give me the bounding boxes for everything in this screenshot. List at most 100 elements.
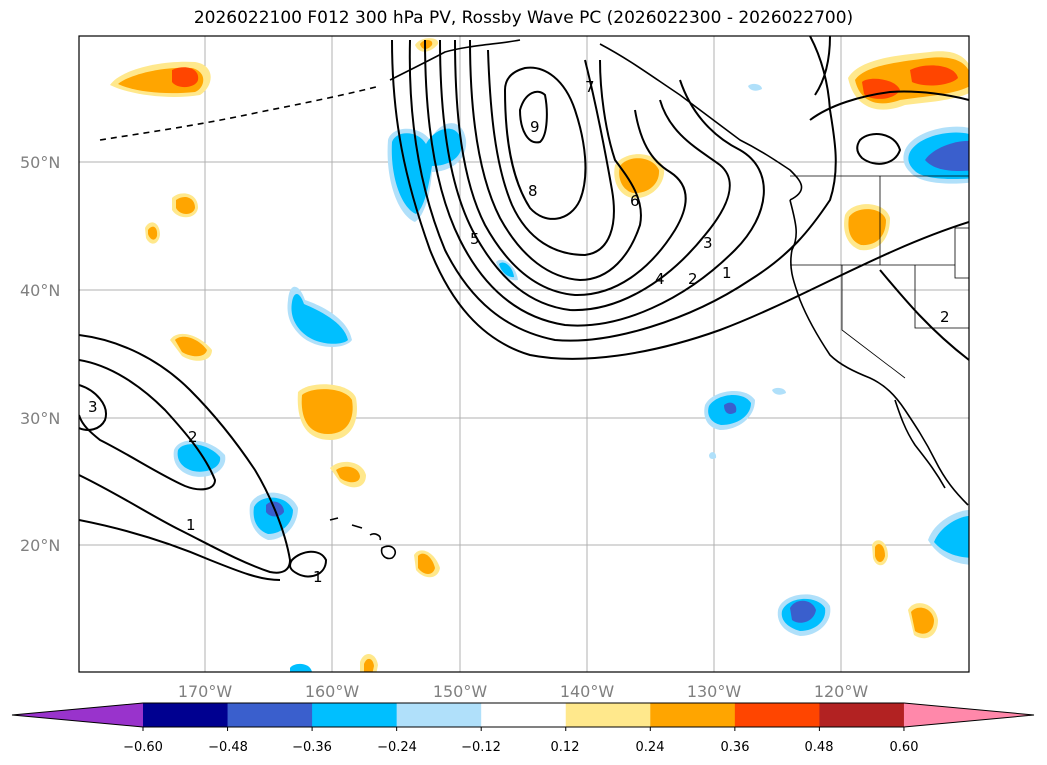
alaska-coast [389,39,521,81]
contour-southwest-3 [79,359,217,491]
blob-positive [330,461,366,488]
blob-positive [844,204,890,251]
state-border [914,265,969,329]
negative-anomalies [173,83,969,672]
contour-label: 2 [688,270,698,288]
contour-label: 1 [186,516,196,534]
contour-7 [487,49,615,257]
colorbar [11,702,1035,731]
colorbar-segment [143,703,229,727]
blob-negative [772,387,786,395]
blob-negative [777,594,831,636]
contour-label: 6 [630,192,640,210]
contour-9 [518,90,548,144]
map-frame [78,35,970,673]
colorbar-segment [227,703,313,727]
contour-label: 3 [88,398,98,416]
baja-gulf [894,399,946,489]
colorbar-tick-label: −0.60 [123,740,163,755]
blob-negative [496,259,518,281]
contour-label: 4 [655,270,665,288]
contour-label: 1 [722,264,732,282]
blob-positive [872,540,888,566]
colorbar-segment [312,703,398,727]
blob-negative [287,286,352,347]
colorbar-ticks: −0.60 −0.48 −0.36 −0.24 −0.12 0.12 0.24 … [123,740,918,755]
contour-labels: 9 8 7 6 5 4 3 2 1 3 2 1 1 2 [88,78,950,586]
colorbar-tick-label: 0.36 [721,740,750,755]
contour-2 [408,36,837,342]
latitude-labels: 50°N 40°N 30°N 20°N [20,153,60,555]
colorbar-extend-low [12,703,143,727]
pv-contours [79,36,969,581]
colorbar-tick-label: −0.48 [208,740,248,755]
blob-negative [709,452,717,459]
colorbar-segment [481,703,567,727]
colorbar-extend-high [903,703,1034,727]
contour-label: 7 [585,78,595,96]
contour-label: 1 [313,568,323,586]
longitude-labels: 170°W 160°W 150°W 140°W 130°W 120°W [178,682,869,701]
colorbar-segment [734,703,820,727]
contour-label: 2 [940,308,950,326]
contour-southwest-2 [79,334,292,574]
contour-8 [503,66,587,220]
contour-label: 3 [703,234,713,252]
state-border [954,227,969,279]
colorbar-tick-label: −0.12 [461,740,501,755]
contour-4 [439,39,731,312]
contour-southwest-small [79,384,107,431]
blob-positive [145,222,160,244]
contour-5 [454,39,687,297]
contour-north-edge [814,36,831,96]
blob-negative [748,83,762,91]
lat-label: 30°N [20,409,60,428]
contour-northeast-outer [809,90,969,121]
blob-positive [297,384,357,440]
positive-anomalies [110,38,969,672]
blob-positive [414,550,440,578]
contour-southwest-1 [79,519,281,581]
hawaii-island [329,517,339,521]
blob-positive [415,38,439,52]
contour-label: 2 [188,428,198,446]
borders [790,175,969,379]
lon-label: 150°W [433,682,488,701]
blob-negative [290,663,312,672]
contour-label: 9 [530,118,540,136]
colorbar-tick-label: 0.48 [805,740,834,755]
contour-northeast-1 [856,133,902,165]
canada-coast [599,43,803,201]
lon-label: 120°W [814,682,869,701]
blob-positive [170,333,212,361]
hawaii-island [369,533,382,541]
colorbar-segment [565,703,651,727]
colorbar-tick-label: −0.24 [377,740,417,755]
us-mexico-coast [789,199,969,506]
aleutian-chain [99,85,381,141]
blob-negative [928,509,969,565]
hawaii-island [380,545,397,560]
colorbar-segment [819,703,905,727]
contour-3 [424,39,765,327]
blob-positive [848,51,969,110]
blob-positive [110,61,211,97]
lat-label: 50°N [20,153,60,172]
map-title: 2026022100 F012 300 hPa PV, Rossby Wave … [193,8,854,28]
blob-negative [173,440,226,477]
gridlines [79,36,969,672]
lon-label: 160°W [305,682,360,701]
blob-negative [704,390,755,430]
lon-label: 170°W [178,682,233,701]
colorbar-segment [396,703,482,727]
blob-negative [903,126,969,184]
lon-label: 130°W [687,682,742,701]
contour-label: 8 [528,182,538,200]
colorbar-tick-label: 0.12 [551,740,580,755]
lat-label: 40°N [20,281,60,300]
blob-positive [360,654,378,672]
colorbar-tick-label: −0.36 [292,740,332,755]
blob-positive [614,154,665,199]
colorbar-segment [650,703,736,727]
